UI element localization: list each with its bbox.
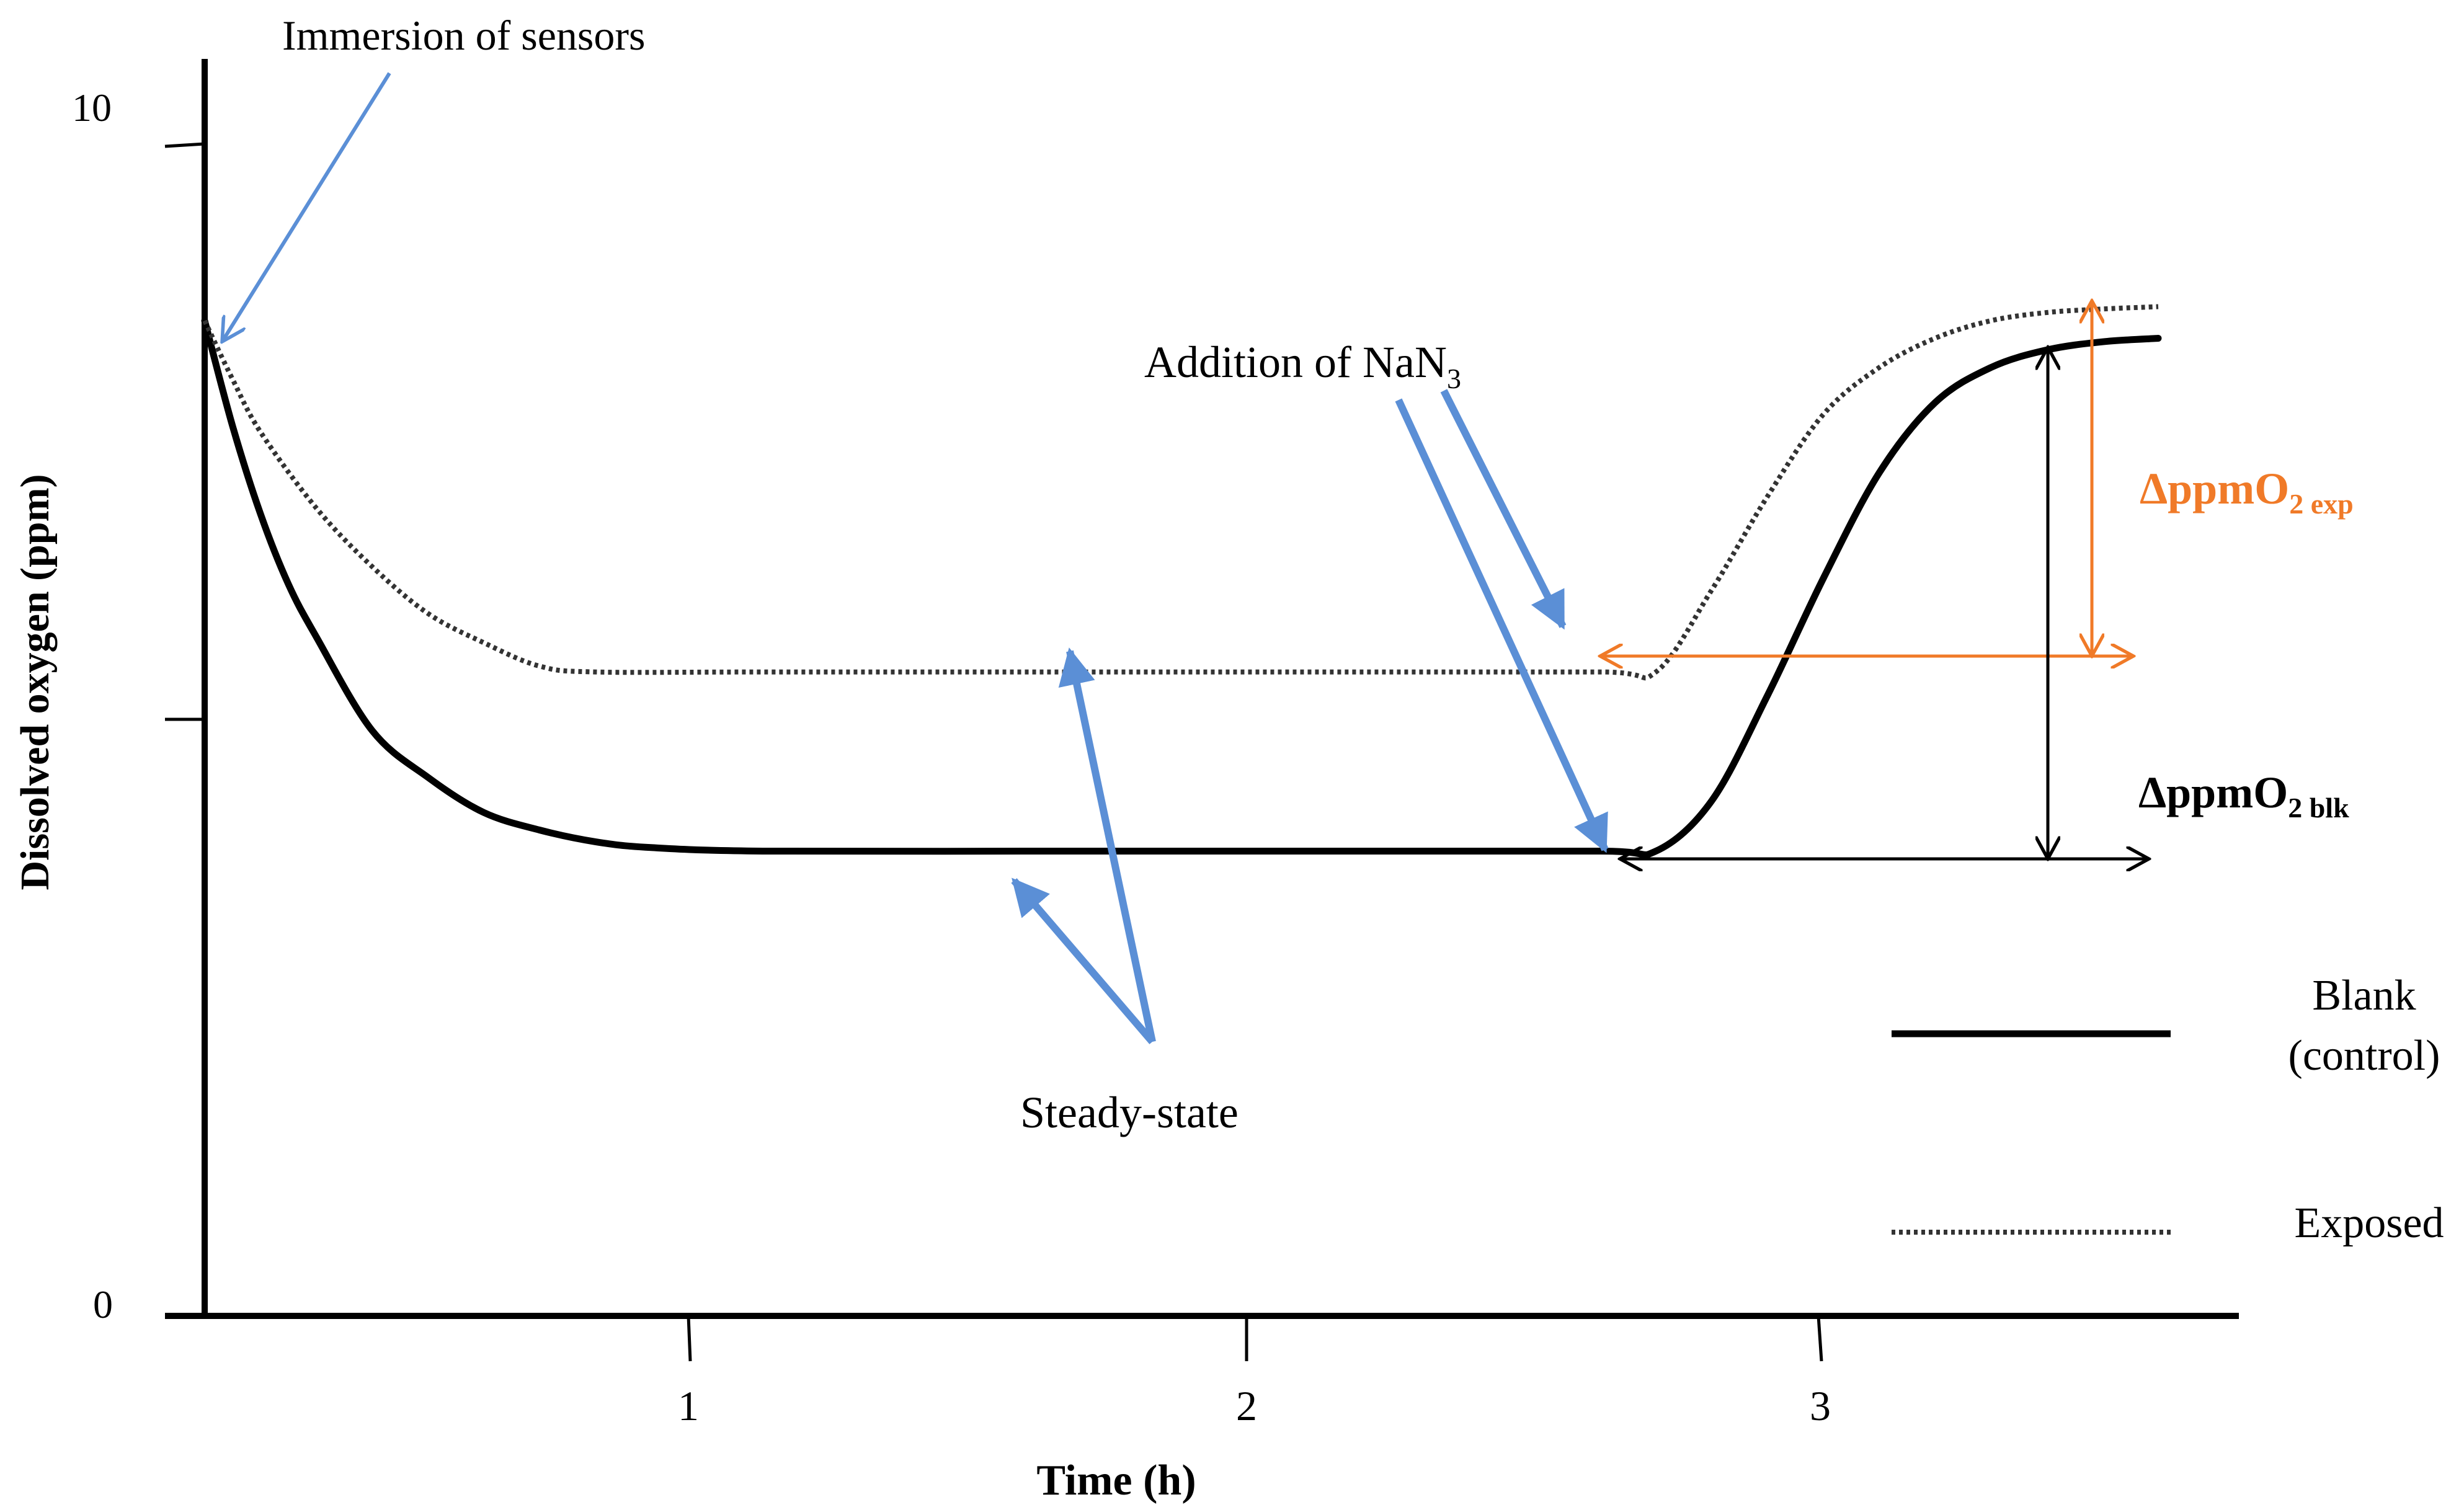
y-tick-labels: 10 0 (72, 86, 113, 1326)
arrow-steady-blank (1011, 877, 1155, 1044)
x-tick-label-1: 1 (678, 1382, 699, 1429)
x-tick-3 (1817, 1315, 1823, 1362)
x-ticks (687, 1315, 1823, 1362)
annotation-addition-text: Addition of NaN (1144, 337, 1447, 387)
x-tick-label-3: 3 (1810, 1382, 1831, 1429)
annotation-addition: Addition of NaN3 (1144, 337, 1461, 394)
arrow-addition-blank (1395, 398, 1609, 853)
y-tick-label-10: 10 (72, 86, 112, 130)
x-tick-labels: 1 2 3 (678, 1382, 1831, 1429)
series-line-exposed (202, 304, 2159, 681)
y-tick-10 (164, 142, 205, 148)
arrow-immersion (223, 72, 391, 340)
arrow-addition-exposed (1440, 389, 1567, 630)
annotation-addition-sub: 3 (1447, 363, 1461, 394)
y-axis-title: Dissolved oxygen (ppm) (12, 474, 58, 890)
annotation-steady-state: Steady-state (1020, 1088, 1239, 1137)
arrow-steady-exposed (1058, 647, 1156, 1043)
legend-label-exposed: Exposed (2294, 1199, 2444, 1247)
label-delta-exp: ΔppmO2 exp (2140, 464, 2354, 520)
series-line-blank (201, 317, 2162, 858)
label-delta-exp-main: ΔppmO (2140, 464, 2289, 513)
x-tick-label-2: 2 (1236, 1382, 1257, 1429)
x-axis-title: Time (h) (1036, 1457, 1196, 1504)
label-delta-blk-main: ΔppmO (2138, 768, 2288, 817)
legend: Blank (control) Exposed (1892, 972, 2444, 1247)
label-delta-blk-sub: 2 blk (2288, 792, 2349, 824)
annotation-immersion: Immersion of sensors (282, 12, 645, 59)
x-tick-1 (687, 1315, 692, 1362)
y-tick-label-0: 0 (93, 1282, 113, 1326)
label-delta-blk: ΔppmO2 blk (2138, 768, 2349, 824)
legend-label-blank-line1: Blank (2312, 972, 2416, 1019)
y-ticks (164, 142, 205, 721)
label-delta-exp-sub: 2 exp (2289, 488, 2354, 520)
legend-label-blank-line2: (control) (2288, 1032, 2440, 1080)
